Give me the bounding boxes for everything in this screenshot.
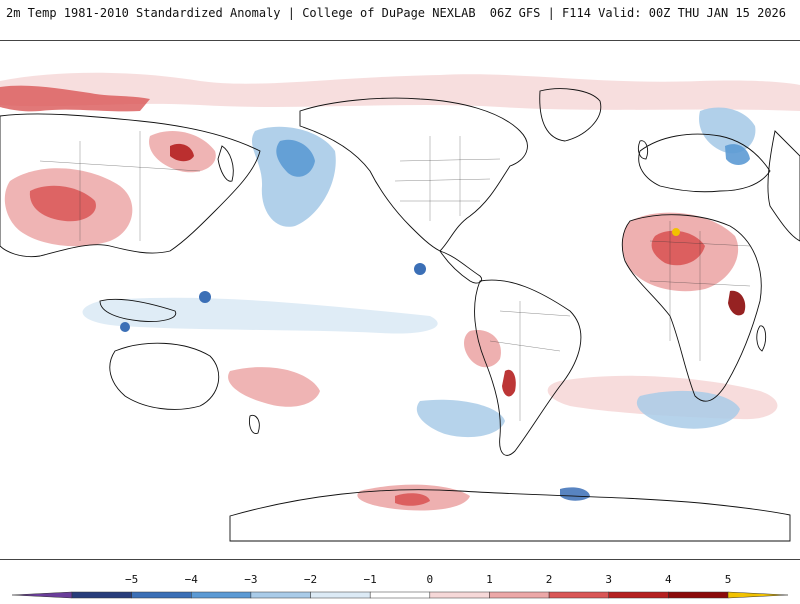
colorbar-tick-label: −1	[363, 573, 377, 586]
colorbar-tick-label: 5	[724, 573, 732, 586]
model-run-label: 06Z GFS | F114 Valid: 00Z THU JAN 15 202…	[489, 6, 786, 20]
colorbar-segment	[608, 591, 669, 599]
colorbar-tick-label: −4	[184, 573, 198, 586]
colorbar-segment	[131, 591, 192, 599]
greenland-outline	[539, 88, 602, 142]
anomaly-map	[0, 40, 800, 560]
asia-outline	[0, 113, 261, 258]
cold-anomaly-spot-c	[414, 263, 426, 275]
africa-outline	[621, 214, 762, 402]
colorbar-segment	[191, 591, 252, 599]
anomaly-shading	[0, 72, 800, 511]
cold-anomaly-scandinavia-core	[725, 144, 750, 165]
colorbar-tick-label: 4	[665, 573, 672, 586]
colorbar-segments	[11, 591, 789, 599]
uk-outline	[637, 140, 649, 160]
cold-anomaly-north-pacific-core	[276, 139, 315, 177]
warm-anomaly-south-america	[464, 330, 501, 368]
asia-outline-east-edge	[767, 130, 800, 242]
cold-anomaly-pacific-band	[82, 297, 438, 334]
cold-anomaly-southern-ocean	[416, 399, 505, 438]
warm-anomaly-south-pacific	[228, 367, 320, 407]
australia-outline	[109, 342, 220, 410]
indonesia-outline	[99, 298, 177, 322]
colorbar-tick-label: −5	[125, 573, 139, 586]
colorbar-segment	[668, 591, 729, 599]
colorbar-segment	[369, 591, 431, 599]
colorbar-cap-high	[727, 591, 789, 599]
japan-outline	[217, 145, 234, 182]
country-borders	[39, 131, 751, 421]
colorbar-tick-label: 2	[545, 573, 553, 586]
warm-anomaly-andes	[502, 369, 516, 397]
central-america-outline	[438, 250, 483, 284]
antarctica-outline	[229, 489, 791, 542]
colorbar: −5 −4 −3 −2 −1 0 1 2 3 4 5	[0, 560, 800, 600]
colorbar-cap-low	[11, 591, 73, 599]
warm-anomaly-asia-core	[29, 185, 96, 222]
cold-anomaly-north-pacific	[251, 126, 336, 227]
colorbar-segment	[548, 591, 609, 599]
europe-outline	[638, 133, 771, 193]
colorbar-segment	[250, 591, 311, 599]
colorbar-tick-label: 1	[486, 573, 493, 586]
warm-anomaly-antarctic-core	[395, 493, 430, 506]
colorbar-tick-label: −3	[244, 573, 258, 586]
warm-anomaly-africa-core	[651, 230, 705, 266]
continent-outlines	[0, 88, 800, 542]
colorbar-segment	[489, 591, 550, 599]
warm-anomaly-siberia	[0, 85, 150, 112]
cold-anomaly-south-indian	[636, 390, 740, 429]
colorbar-segment	[429, 591, 490, 599]
north-america-outline	[299, 97, 528, 252]
madagascar-outline	[756, 325, 767, 352]
colorbar-segment	[71, 591, 132, 599]
warm-anomaly-east-africa	[728, 290, 746, 316]
new-zealand-outline	[249, 414, 260, 434]
colorbar-tick-label: −2	[303, 573, 318, 586]
cold-anomaly-spot-a	[199, 291, 211, 303]
map-title: 2m Temp 1981-2010 Standardized Anomaly |…	[6, 6, 476, 20]
colorbar-tick-label: 0	[426, 573, 434, 586]
colorbar-tick-label: 3	[605, 573, 613, 586]
map-canvas	[0, 72, 800, 542]
cold-anomaly-scandinavia	[699, 107, 756, 154]
warm-anomaly-east-asia-core	[170, 143, 194, 162]
cold-anomaly-antarctic	[560, 487, 590, 501]
colorbar-segment	[310, 591, 371, 599]
warm-anomaly-africa-peak	[672, 228, 680, 236]
header: 2m Temp 1981-2010 Standardized Anomaly |…	[0, 0, 800, 40]
south-america-outline	[474, 279, 582, 456]
cold-anomaly-spot-b	[120, 322, 130, 332]
colorbar-svg	[11, 591, 789, 599]
